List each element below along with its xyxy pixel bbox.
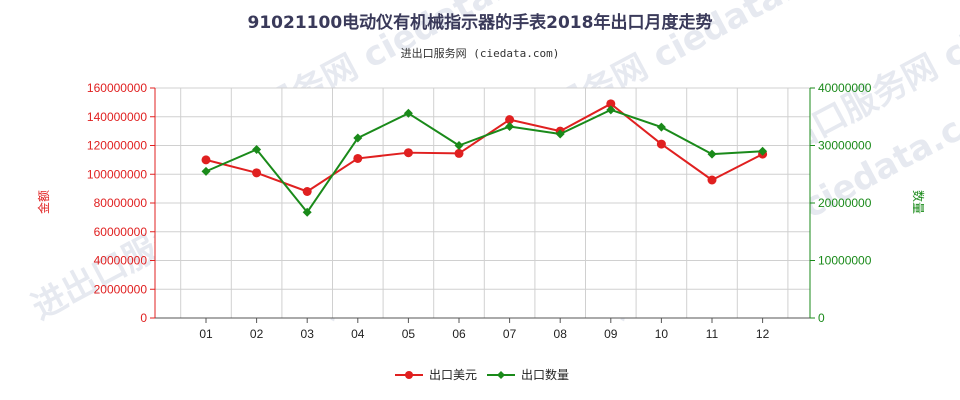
data-point-series-1 [505,115,515,125]
legend-marker-1 [405,371,413,379]
chart-title: 91021100电动仪有机械指示器的手表2018年出口月度走势 [248,12,713,33]
x-axis-tick-label: 11 [706,327,719,341]
data-point-series-2 [555,129,565,139]
y-axis-right-tick-label: 30000000 [818,139,872,153]
data-point-series-2 [606,105,616,115]
x-axis-tick-label: 06 [452,327,466,341]
y-axis-right-tick-label: 20000000 [818,196,872,210]
data-point-series-2 [656,122,666,132]
x-axis-tick-label: 10 [655,327,669,341]
y-axis-left-tick-label: 120000000 [87,139,147,153]
data-point-series-1 [201,155,211,165]
data-point-series-2 [505,122,515,132]
x-axis-tick-label: 04 [351,327,365,341]
x-axis-tick-label: 09 [604,327,618,341]
data-point-series-1 [454,148,464,158]
x-axis-tick-label: 02 [250,327,264,341]
x-axis-tick-label: 12 [756,327,770,341]
plot-area: 0 20000000 40000000 60000000 80000000 1000000… [87,81,872,341]
legend-marker-2 [497,371,505,379]
data-point-series-2 [403,108,413,118]
x-axis-tick-label: 05 [402,327,416,341]
legend-label-1: 出口美元 [429,368,477,382]
y-axis-left-tick-label: 40000000 [94,254,148,268]
y-axis-left-tick-label: 60000000 [94,225,148,239]
y-axis-left-tick-label: 80000000 [94,196,148,210]
x-axis-tick-label: 07 [503,327,517,341]
y-axis-right-label: 数量 [911,190,926,214]
data-point-series-1 [302,187,312,196]
x-axis-tick-label: 01 [199,327,213,341]
series-line-2 [205,108,763,214]
data-point-series-1 [656,139,666,149]
y-axis-left-tick-label: 160000000 [87,81,147,95]
data-point-series-2 [201,166,211,176]
y-axis-left-tick-label: 20000000 [94,282,148,296]
y-axis-left-tick-label: 100000000 [87,167,147,181]
y-axis-right-tick-label: 0 [818,311,825,325]
data-point-series-2 [353,133,363,143]
legend: 出口美元 出口数量 [395,367,569,382]
data-point-series-1 [403,148,413,158]
data-point-series-1 [252,168,262,178]
data-point-series-1 [353,153,363,163]
y-axis-right-tick-label: 10000000 [818,254,872,268]
data-point-series-2 [758,146,768,156]
chart-subtitle: 进出口服务网 (ciedata.com) [401,46,560,60]
x-axis-tick-label: 08 [554,327,568,341]
y-axis-left-tick-label: 0 [140,311,147,325]
data-point-series-2 [252,145,262,155]
legend-label-2: 出口数量 [521,367,569,382]
data-point-series-2 [454,141,464,150]
y-axis-left-label: 金额 [36,190,51,214]
x-axis-tick-label: 03 [301,327,315,341]
data-point-series-2 [302,207,312,217]
data-point-series-1 [707,175,717,185]
data-point-series-1 [606,99,616,109]
y-axis-left-tick-label: 140000000 [87,110,147,124]
data-point-series-2 [707,149,717,159]
y-axis-right-tick-label: 40000000 [818,81,872,95]
